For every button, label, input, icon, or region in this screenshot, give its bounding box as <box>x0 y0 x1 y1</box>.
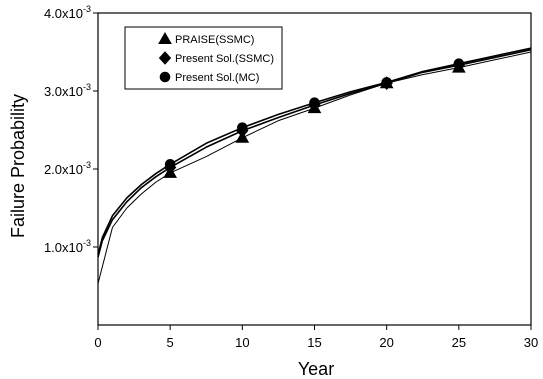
legend-marker-diamond <box>158 51 172 65</box>
x-tick-label: 20 <box>379 335 393 350</box>
data-point-circle <box>309 97 320 108</box>
y-tick-label: 4.0x10-3 <box>44 4 91 21</box>
x-tick-label: 25 <box>452 335 466 350</box>
series-circle <box>97 47 532 255</box>
x-tick-label: 0 <box>94 335 101 350</box>
y-tick-label: 2.0x10-3 <box>44 160 91 177</box>
legend-marker-circle <box>159 71 171 83</box>
data-point-circle <box>381 77 392 88</box>
x-tick-label: 10 <box>235 335 249 350</box>
data-point-circle <box>164 159 176 170</box>
data-point-circle <box>237 122 248 133</box>
legend-item-circle: Present Sol.(MC) <box>159 71 259 84</box>
legend-item-triangle: PRAISE(SSMC) <box>158 31 254 46</box>
data-point-circle <box>453 58 465 70</box>
legend-marker-triangle <box>158 31 172 44</box>
legend-label-triangle: PRAISE(SSMC) <box>175 34 254 46</box>
series-line-triangle <box>97 51 532 284</box>
legend-box <box>124 26 283 90</box>
x-axis-title: Year <box>298 359 334 379</box>
y-tick-label: 3.0x10-3 <box>44 82 91 99</box>
legend: PRAISE(SSMC) Present Sol.(SSMC) Present So… <box>124 26 283 90</box>
x-tick-label: 15 <box>307 335 321 350</box>
x-tick-label: 30 <box>524 335 538 350</box>
legend-label-circle: Present Sol.(MC) <box>175 72 259 84</box>
x-tick-label: 5 <box>167 335 174 350</box>
y-axis-title: Failure Probability <box>8 94 28 238</box>
legend-item-diamond: Present Sol.(SSMC) <box>158 51 274 65</box>
legend-label-diamond: Present Sol.(SSMC) <box>175 53 274 65</box>
y-tick-label: 1.0x10-3 <box>44 238 91 255</box>
